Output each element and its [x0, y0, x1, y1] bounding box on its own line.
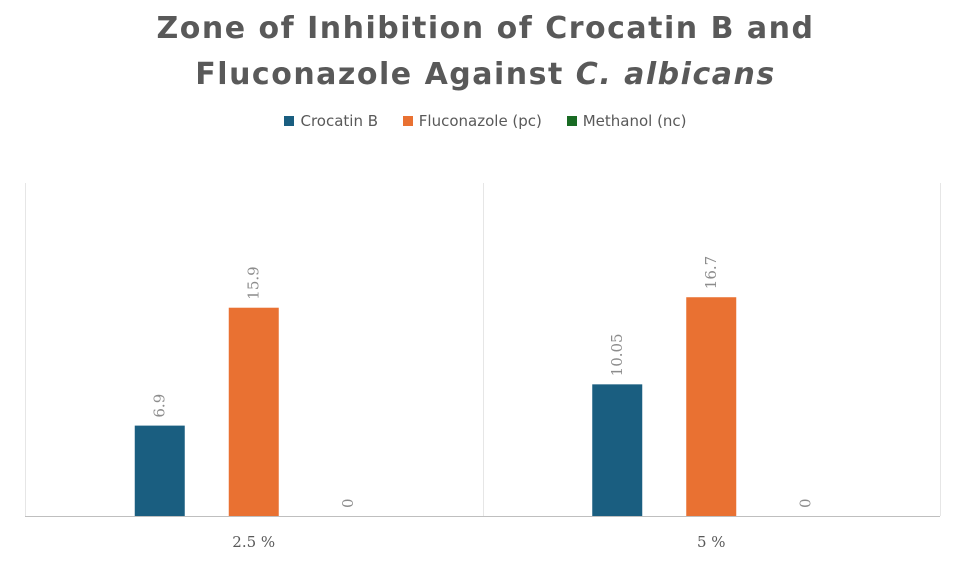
category-label: 5 % [697, 533, 726, 551]
legend-swatch-fluconazole [402, 116, 413, 126]
category-label: 2.5 % [232, 533, 275, 551]
chart-title-line-1: Zone of Inhibition of Crocatin B and [156, 11, 815, 46]
legend-swatch-crocatin-b [284, 116, 295, 126]
legend-item-fluconazole: Fluconazole (pc) [402, 112, 542, 130]
chart-legend: Crocatin B Fluconazole (pc) Methanol (nc… [0, 112, 971, 130]
data-label: 10.05 [608, 333, 626, 376]
legend-item-methanol: Methanol (nc) [566, 112, 687, 130]
legend-label-crocatin-b: Crocatin B [300, 112, 379, 130]
chart-title-line-2-prefix: Fluconazole Against [195, 57, 576, 92]
chart-title: Zone of Inhibition of Crocatin B and Flu… [0, 6, 971, 98]
plot-area: 6.9 15.9 0 2.5 % 10.05 16.7 0 5 % [25, 183, 941, 551]
bar-fluconazole-pc-1 [228, 307, 279, 516]
chart-title-organism: C. albicans [575, 57, 776, 92]
legend-swatch-methanol [566, 116, 577, 126]
bar-crocatin-b-1 [134, 425, 185, 516]
bar-fluconazole-pc-2 [686, 297, 737, 516]
data-label: 0 [796, 498, 814, 508]
bar-crocatin-b-2 [592, 384, 643, 516]
data-label: 0 [339, 498, 357, 508]
legend-item-crocatin-b: Crocatin B [284, 112, 378, 130]
chart-title-line-2: Fluconazole Against C. albicans [0, 52, 971, 98]
data-label: 6.9 [151, 394, 169, 418]
data-label: 15.9 [245, 266, 263, 299]
legend-label-methanol: Methanol (nc) [582, 112, 687, 130]
data-label: 16.7 [702, 256, 720, 289]
legend-label-fluconazole: Fluconazole (pc) [418, 112, 542, 130]
